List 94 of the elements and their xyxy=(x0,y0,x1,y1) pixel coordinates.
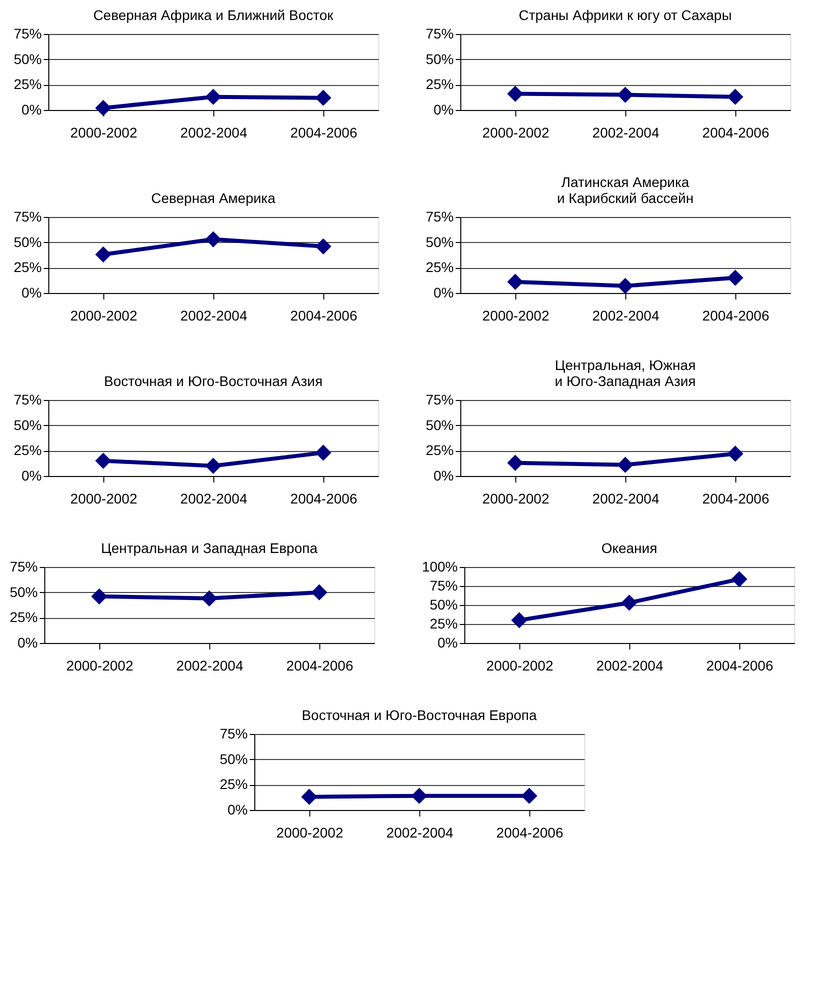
y-tick-label: 50% xyxy=(426,50,454,67)
y-tick-label: 50% xyxy=(14,234,42,250)
y-tick-label: 25% xyxy=(10,609,38,626)
x-tick-label: 2002-2004 xyxy=(180,124,248,140)
chart-title: Северная Африка и Ближний Восток xyxy=(93,7,334,23)
x-tick-label: 2002-2004 xyxy=(592,308,660,324)
x-tick-label: 2002-2004 xyxy=(596,658,664,674)
x-tick-label: 2000-2002 xyxy=(482,124,550,140)
x-tick-label: 2004-2006 xyxy=(290,490,358,506)
y-tick-label: 25% xyxy=(14,76,42,92)
chart-title: Страны Африки к югу от Сахары xyxy=(518,7,732,23)
y-tick-label: 0% xyxy=(22,102,42,118)
chart-title: Восточная и Юго-Восточная Европа xyxy=(302,707,538,723)
y-tick-label: 25% xyxy=(426,442,454,458)
point xyxy=(731,571,748,588)
x-tick-label: 2004-2006 xyxy=(286,658,354,674)
x-tick-label: 2004-2006 xyxy=(702,490,770,506)
x-tick-label: 2002-2004 xyxy=(592,490,660,506)
point xyxy=(95,246,112,263)
y-tick-label: 25% xyxy=(426,76,454,92)
x-tick-label: 2002-2004 xyxy=(386,824,454,840)
point xyxy=(727,446,744,462)
y-tick-label: 0% xyxy=(22,284,42,300)
chart-title: Латинская Америка и Карибский бассейн xyxy=(556,174,694,206)
point xyxy=(507,454,524,471)
y-tick-label: 50% xyxy=(426,416,454,433)
y-tick-label: 75% xyxy=(10,558,38,574)
x-tick-label: 2000-2002 xyxy=(70,308,138,324)
y-tick-label: 75% xyxy=(14,208,42,224)
y-tick-label: 75% xyxy=(430,578,458,594)
y-tick-label: 0% xyxy=(434,102,454,118)
y-tick-label: 75% xyxy=(220,726,248,742)
y-tick-label: 75% xyxy=(426,392,454,408)
y-tick-label: 25% xyxy=(220,776,248,792)
chart-title: Северная Америка xyxy=(151,190,276,206)
y-tick-label: 0% xyxy=(228,802,248,818)
chart-title: Центральная, Южная и Юго-Западная Азия xyxy=(554,357,696,389)
y-tick-label: 75% xyxy=(426,26,454,42)
x-tick-label: 2000-2002 xyxy=(482,490,550,506)
y-tick-label: 75% xyxy=(426,208,454,224)
point xyxy=(511,612,528,628)
y-tick-label: 50% xyxy=(220,750,248,767)
x-tick-label: 2004-2006 xyxy=(290,308,358,324)
y-tick-label: 25% xyxy=(14,442,42,458)
x-tick-label: 2000-2002 xyxy=(486,658,554,674)
point xyxy=(617,456,634,473)
point xyxy=(315,444,332,461)
x-tick-label: 2004-2006 xyxy=(496,824,564,840)
x-tick-label: 2004-2006 xyxy=(290,124,358,140)
y-tick-label: 0% xyxy=(434,284,454,300)
point xyxy=(91,588,108,604)
point xyxy=(617,278,634,294)
y-tick-label: 0% xyxy=(434,468,454,484)
chart-title: Восточная и Юго-Восточная Азия xyxy=(104,373,323,389)
point xyxy=(205,231,222,248)
y-tick-label: 0% xyxy=(22,468,42,484)
point xyxy=(95,100,112,116)
x-tick-label: 2000-2002 xyxy=(276,824,344,840)
y-tick-label: 50% xyxy=(14,50,42,67)
point xyxy=(205,88,222,105)
point xyxy=(315,90,332,106)
x-tick-label: 2000-2002 xyxy=(70,490,138,506)
y-tick-label: 0% xyxy=(438,634,458,650)
y-tick-label: 100% xyxy=(422,558,458,574)
x-tick-label: 2000-2002 xyxy=(66,658,134,674)
x-tick-label: 2002-2004 xyxy=(180,490,248,506)
y-tick-label: 25% xyxy=(426,259,454,276)
point xyxy=(727,270,744,286)
x-tick-label: 2002-2004 xyxy=(176,658,244,674)
y-tick-label: 75% xyxy=(14,26,42,42)
x-tick-label: 2004-2006 xyxy=(702,124,770,140)
point xyxy=(95,452,112,469)
y-tick-label: 0% xyxy=(18,634,38,650)
point xyxy=(507,274,524,290)
x-tick-label: 2000-2002 xyxy=(482,308,550,324)
y-tick-label: 25% xyxy=(430,616,458,632)
chart-title: Центральная и Западная Европа xyxy=(100,540,318,556)
point xyxy=(205,458,222,474)
y-tick-label: 50% xyxy=(14,416,42,433)
y-tick-label: 50% xyxy=(430,596,458,612)
point xyxy=(315,238,332,254)
x-tick-label: 2004-2006 xyxy=(702,308,770,324)
y-tick-label: 50% xyxy=(426,234,454,250)
x-tick-label: 2004-2006 xyxy=(706,658,774,674)
point xyxy=(311,584,328,600)
x-tick-label: 2002-2004 xyxy=(180,308,248,324)
y-tick-label: 25% xyxy=(14,259,42,276)
y-tick-label: 50% xyxy=(10,584,38,600)
x-tick-label: 2002-2004 xyxy=(592,124,660,140)
chart-title: Океания xyxy=(601,540,658,556)
point xyxy=(621,594,638,611)
x-tick-label: 2000-2002 xyxy=(70,124,138,140)
y-tick-label: 75% xyxy=(14,392,42,408)
point xyxy=(201,590,218,606)
